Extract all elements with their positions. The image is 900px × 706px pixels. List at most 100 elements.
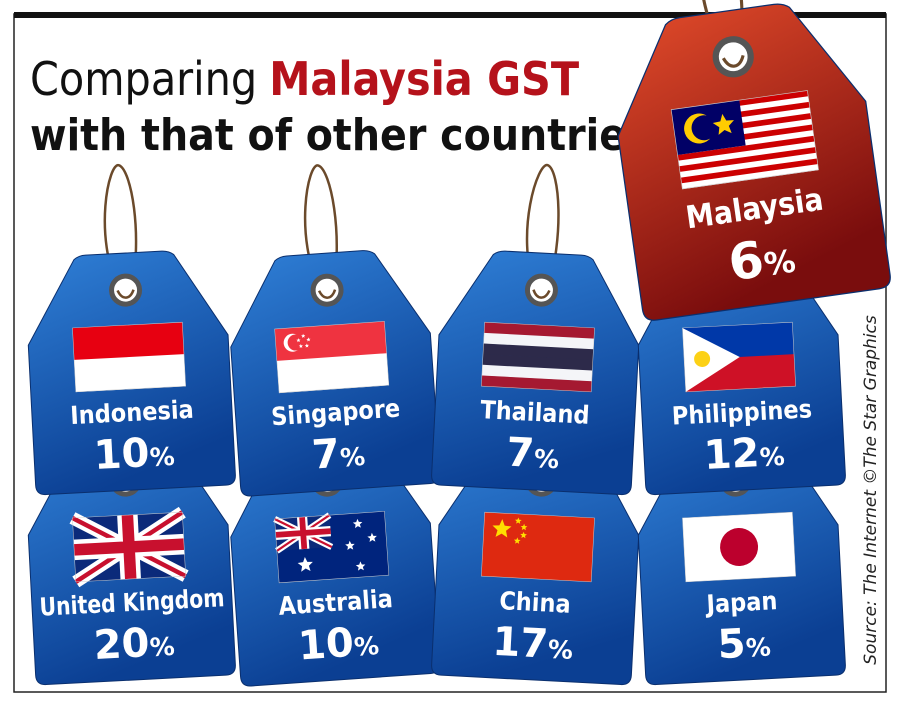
source: Source: The Internet ©The Star Graphics bbox=[861, 315, 881, 665]
tag-hole bbox=[712, 36, 754, 78]
flag bbox=[273, 511, 389, 583]
flag-border bbox=[274, 511, 390, 584]
flag-stripe bbox=[680, 158, 818, 184]
flag-stripe bbox=[72, 322, 184, 361]
rate-unit: % bbox=[353, 631, 380, 662]
flag-border bbox=[481, 321, 595, 393]
gst-rate: 17% bbox=[491, 619, 574, 669]
flag-stripe bbox=[679, 152, 817, 178]
flag-stripe bbox=[484, 322, 595, 339]
tag-string bbox=[103, 164, 138, 291]
rate-number: 6 bbox=[725, 230, 768, 292]
flag-star bbox=[520, 531, 527, 539]
flag-border bbox=[682, 511, 796, 583]
tag-string bbox=[721, 54, 745, 68]
flag-stripe bbox=[481, 364, 593, 382]
rate-unit: % bbox=[149, 632, 176, 662]
flag-field bbox=[481, 512, 595, 582]
tags: United Kingdom20%Australia10%China17%Jap… bbox=[27, 0, 891, 687]
flag-star bbox=[306, 337, 311, 342]
flag-crescent bbox=[691, 115, 717, 141]
country-name: Indonesia bbox=[70, 395, 195, 430]
flag-star bbox=[492, 519, 512, 538]
gst-rate: 20% bbox=[93, 619, 176, 669]
gst-rate: 6% bbox=[725, 226, 799, 293]
rate-number: 17 bbox=[491, 619, 549, 668]
gst-rate: 12% bbox=[703, 429, 786, 479]
rate-unit: % bbox=[759, 442, 786, 472]
rate-unit: % bbox=[745, 633, 772, 663]
gst-rate: 7% bbox=[505, 430, 560, 479]
rate-unit: % bbox=[339, 442, 366, 473]
flag-stripe bbox=[74, 354, 186, 393]
flag-star bbox=[513, 537, 521, 544]
flag bbox=[682, 512, 796, 582]
rate-number: 12 bbox=[703, 430, 761, 479]
tag-hole bbox=[524, 273, 558, 307]
tag-string bbox=[525, 164, 560, 291]
gst-rate: 10% bbox=[297, 618, 381, 670]
flag-triangle bbox=[682, 327, 740, 392]
title-line2: with that of other countries bbox=[30, 110, 650, 161]
flag-border bbox=[274, 321, 390, 394]
flag-star bbox=[515, 517, 522, 524]
rate-unit: % bbox=[533, 444, 560, 474]
flag bbox=[481, 322, 595, 393]
tag-hole bbox=[310, 273, 344, 307]
flag bbox=[274, 321, 389, 394]
rate-number: 10 bbox=[93, 430, 151, 479]
flag-cross bbox=[73, 514, 185, 580]
tag-string bbox=[317, 289, 337, 299]
flag-sun bbox=[694, 350, 711, 367]
title: Comparing Malaysia GST bbox=[30, 52, 580, 106]
flag bbox=[69, 506, 189, 588]
title-lead: Comparing bbox=[30, 52, 257, 106]
flag-star bbox=[367, 532, 377, 543]
flag-star bbox=[520, 523, 528, 531]
flag-stripe bbox=[483, 343, 594, 361]
flag-star bbox=[355, 561, 366, 571]
rate-number: 20 bbox=[93, 620, 151, 669]
tag-string bbox=[303, 164, 339, 292]
flag bbox=[72, 322, 186, 393]
country-name: Japan bbox=[704, 586, 778, 619]
flag-star bbox=[298, 343, 303, 349]
flag-border bbox=[682, 321, 796, 393]
flag-disc bbox=[720, 528, 759, 567]
flag-crescent bbox=[287, 334, 304, 351]
tag-string bbox=[532, 289, 551, 299]
country-name: China bbox=[499, 586, 572, 619]
flag-star bbox=[352, 518, 363, 529]
gst-rate: 10% bbox=[93, 429, 176, 479]
title-highlight: Malaysia GST bbox=[269, 52, 580, 106]
rate-number: 7 bbox=[505, 430, 535, 477]
rate-number: 10 bbox=[297, 620, 356, 670]
tag-string bbox=[116, 289, 135, 299]
gst-rate: 7% bbox=[311, 429, 367, 479]
flag-stripe bbox=[482, 354, 593, 371]
tag-hole bbox=[109, 273, 143, 307]
rate-number: 5 bbox=[717, 621, 747, 668]
flag-star bbox=[296, 338, 301, 343]
flag-stripe bbox=[677, 135, 815, 161]
flag-stripe bbox=[483, 332, 594, 350]
flag-star bbox=[301, 333, 306, 338]
flag-star bbox=[712, 113, 734, 135]
flag-stripe bbox=[679, 147, 817, 173]
gst-rate: 5% bbox=[717, 620, 772, 669]
flag-star bbox=[345, 540, 355, 551]
flag-stripe bbox=[481, 375, 592, 393]
flag-border bbox=[481, 511, 595, 583]
flag-cross bbox=[275, 516, 331, 550]
flag-star bbox=[297, 556, 313, 572]
rate-unit: % bbox=[762, 244, 798, 284]
